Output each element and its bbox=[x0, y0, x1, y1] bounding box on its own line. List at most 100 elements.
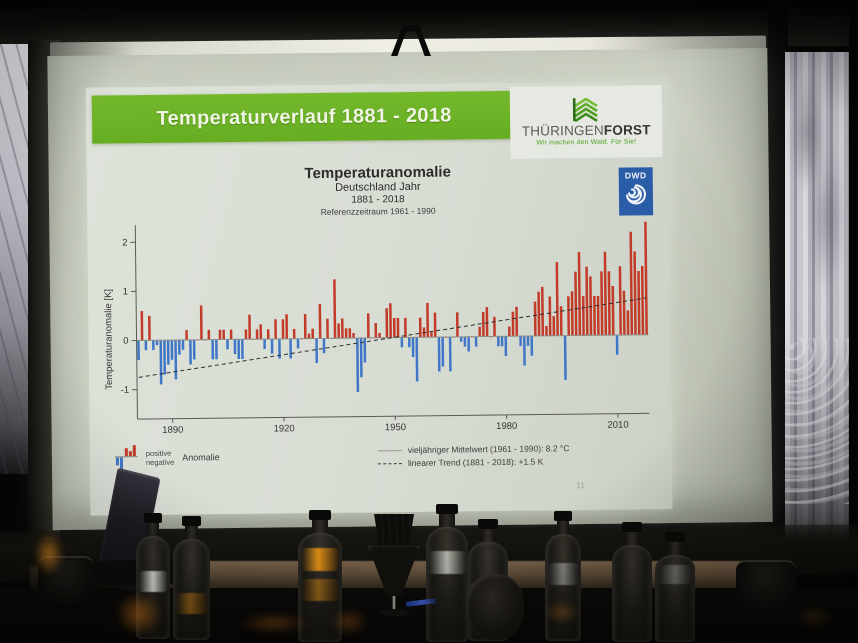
anomaly-bar bbox=[508, 326, 511, 337]
anomaly-bar bbox=[500, 336, 504, 347]
trend-line-legend-row: linearer Trend (1881 - 2018): +1.5 K bbox=[377, 456, 570, 468]
trend-line-swatch bbox=[377, 462, 402, 464]
anomaly-bar bbox=[237, 339, 241, 360]
anomalie-legend-icon bbox=[114, 445, 138, 470]
anomaly-bar bbox=[481, 312, 485, 337]
anomaly-bar bbox=[366, 313, 370, 338]
anomaly-bar bbox=[177, 340, 181, 355]
anomaly-bar bbox=[189, 339, 192, 365]
anomaly-bar bbox=[211, 339, 215, 360]
projection-screen: Temperaturverlauf 1881 - 2018 THÜRINGENF… bbox=[47, 47, 773, 531]
bottle-glint bbox=[547, 563, 579, 586]
anomaly-bar bbox=[600, 271, 604, 336]
anomaly-bar bbox=[263, 339, 266, 349]
svg-text:Temperaturanomalie [K]: Temperaturanomalie [K] bbox=[103, 289, 115, 390]
slide-title: Temperaturverlauf 1881 - 2018 bbox=[156, 104, 452, 130]
anomaly-bar bbox=[289, 338, 292, 359]
amber-glint bbox=[116, 592, 162, 636]
tree-shadow bbox=[809, 142, 845, 292]
slide-page-number: 11 bbox=[576, 480, 586, 491]
anomaly-bar bbox=[530, 336, 534, 356]
anomaly-bar bbox=[629, 231, 634, 335]
anomaly-bar bbox=[140, 310, 144, 341]
anomaly-bar bbox=[437, 337, 441, 372]
positive-negative-labels: positive negative bbox=[146, 449, 175, 467]
dwd-logo: DWD bbox=[618, 167, 654, 216]
anomaly-bar bbox=[577, 251, 582, 336]
anomaly-bar bbox=[170, 340, 174, 360]
thueringenforst-tagline: Wir machen den Wald. Für Sie! bbox=[536, 138, 637, 147]
bottle-glint bbox=[658, 565, 692, 584]
anomaly-bar bbox=[523, 336, 526, 366]
positive-label: positive bbox=[145, 448, 172, 459]
anomaly-bar bbox=[504, 336, 508, 357]
anomaly-bar bbox=[266, 329, 270, 340]
amber-glint bbox=[545, 600, 579, 624]
anomaly-bar bbox=[640, 266, 645, 335]
anomaly-bar bbox=[441, 337, 445, 367]
amber-glint bbox=[796, 606, 832, 628]
anomaly-bar bbox=[474, 336, 478, 347]
anomaly-bar bbox=[526, 336, 530, 346]
anomaly-bar bbox=[303, 314, 307, 339]
anomaly-bar bbox=[344, 328, 348, 339]
anomaly-bar bbox=[244, 329, 248, 340]
bottle-silhouette bbox=[655, 532, 695, 642]
bottle-silhouette bbox=[545, 511, 581, 641]
anomaly-bar bbox=[511, 311, 515, 337]
anomaly-bar bbox=[181, 339, 185, 350]
amber-glint bbox=[34, 532, 64, 576]
svg-text:2: 2 bbox=[122, 237, 127, 248]
anomaly-bar bbox=[374, 323, 378, 338]
goblet-with-sticks bbox=[366, 514, 422, 618]
curtain-lace-pattern bbox=[785, 338, 852, 505]
anomaly-bar bbox=[533, 301, 537, 337]
anomaly-bar bbox=[270, 338, 274, 354]
mean-line-swatch bbox=[377, 449, 402, 451]
anomaly-bar bbox=[485, 307, 489, 337]
spiral-icon bbox=[625, 184, 646, 205]
anomaly-bar bbox=[185, 330, 188, 340]
anomaly-bar bbox=[626, 310, 630, 335]
anomaly-bar bbox=[611, 285, 615, 336]
anomaly-bar bbox=[229, 329, 233, 340]
anomaly-bar bbox=[548, 296, 552, 336]
anomaly-bar bbox=[589, 276, 593, 336]
anomaly-bar bbox=[352, 333, 355, 339]
anomaly-bar bbox=[585, 266, 589, 336]
anomalie-legend: positive negative Anomalie bbox=[114, 443, 220, 472]
anomaly-bar bbox=[622, 290, 626, 336]
anomaly-bar bbox=[166, 340, 170, 365]
svg-text:1920: 1920 bbox=[273, 423, 294, 434]
anomaly-bar bbox=[559, 306, 563, 336]
anomaly-bar bbox=[593, 296, 596, 336]
svg-text:-1: -1 bbox=[121, 385, 130, 396]
anomaly-bar bbox=[519, 336, 522, 347]
presentation-slide: Temperaturverlauf 1881 - 2018 THÜRINGENF… bbox=[85, 81, 673, 516]
svg-text:2010: 2010 bbox=[607, 420, 628, 431]
anomaly-bar bbox=[448, 336, 452, 372]
window-light-left bbox=[0, 44, 31, 474]
slide-title-band: Temperaturverlauf 1881 - 2018 bbox=[91, 90, 517, 144]
anomaly-bar bbox=[411, 337, 415, 358]
bottle-cap bbox=[553, 511, 573, 521]
anomaly-bar bbox=[455, 312, 459, 337]
bottle-cap bbox=[308, 510, 332, 520]
anomaly-bar bbox=[207, 329, 211, 340]
cup-silhouette bbox=[736, 560, 796, 610]
anomaly-bar bbox=[152, 340, 155, 351]
svg-text:1950: 1950 bbox=[385, 422, 406, 433]
anomaly-bar bbox=[333, 279, 337, 339]
anomaly-bar bbox=[144, 340, 148, 351]
bottle-glint bbox=[138, 570, 168, 593]
bottle-cap bbox=[621, 522, 643, 532]
chevron-stack-icon bbox=[572, 97, 598, 123]
anomaly-bar bbox=[233, 339, 237, 355]
negative-label: negative bbox=[145, 457, 175, 468]
anomaly-bar bbox=[515, 306, 519, 337]
anomaly-bar bbox=[404, 317, 407, 338]
anomaly-bar bbox=[603, 251, 608, 336]
anomaly-bar bbox=[433, 312, 437, 338]
bottle-silhouette bbox=[298, 510, 342, 642]
